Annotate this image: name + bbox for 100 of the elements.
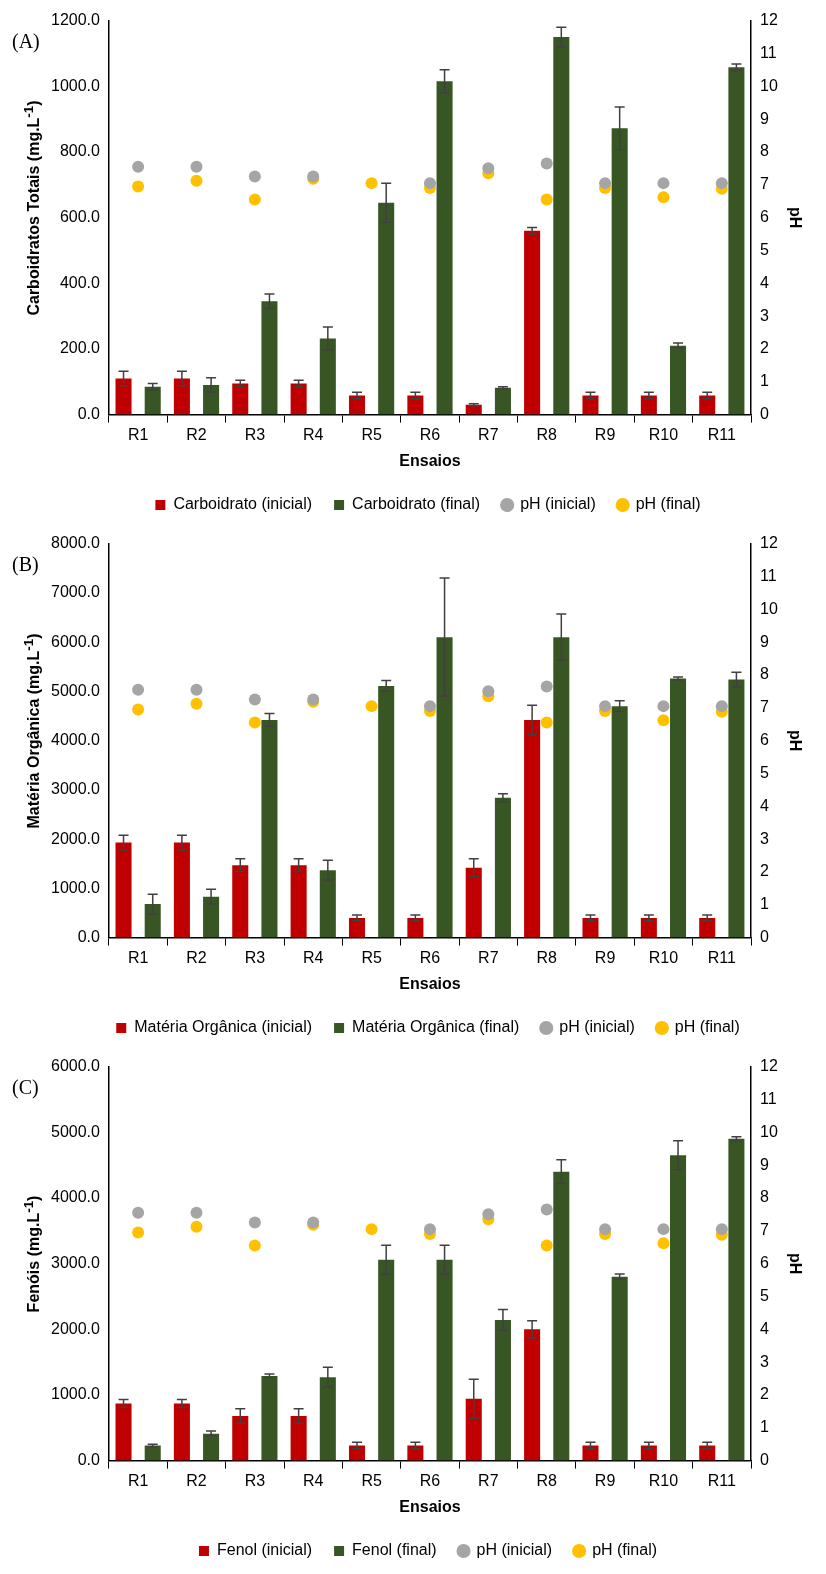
legend-label: Carboidrato (final) <box>352 495 481 513</box>
x-tick-label: R6 <box>419 948 441 966</box>
x-tick-label: R10 <box>648 1471 679 1489</box>
y2-axis-title: pH <box>786 1252 804 1275</box>
y-tick-label: 0.0 <box>77 405 101 423</box>
legend-label: Fenol (inicial) <box>216 1541 313 1559</box>
x-tick-label: R10 <box>648 948 679 966</box>
x-tick-label: R7 <box>478 425 499 443</box>
legend-label: Matéria Orgânica (final) <box>352 1018 520 1036</box>
x-tick-label: R11 <box>707 425 736 443</box>
x-tick-label: R5 <box>361 948 382 966</box>
y-tick-label: 3000.0 <box>51 1254 101 1272</box>
y-tick-label: 2000.0 <box>51 829 101 847</box>
y2-tick-label: 9 <box>760 109 769 127</box>
y2-tick-label: 4 <box>760 796 769 814</box>
y2-tick-label: 6 <box>760 208 769 226</box>
x-tick-label: R1 <box>127 1471 149 1489</box>
y2-tick-label: 6 <box>760 1254 769 1272</box>
y2-tick-label: 7 <box>760 175 769 193</box>
y2-tick-label: 1 <box>760 372 769 390</box>
y2-tick-label: 12 <box>760 1057 778 1075</box>
x-tick-label: R3 <box>244 1471 266 1489</box>
x-tick-label: R2 <box>186 425 207 443</box>
y-tick-label: 5000.0 <box>51 681 101 699</box>
legend-label: Fenol (final) <box>352 1541 437 1559</box>
y2-tick-label: 0 <box>760 1451 769 1469</box>
y2-tick-label: 1 <box>760 1418 769 1436</box>
y-tick-label: 2000.0 <box>51 1319 101 1337</box>
x-tick-label: R1 <box>127 948 149 966</box>
y2-tick-label: 10 <box>760 599 778 617</box>
x-tick-label: R4 <box>303 948 324 966</box>
x-tick-label: R9 <box>594 1471 616 1489</box>
x-axis-title: Ensaios <box>399 974 461 992</box>
x-tick-label: R8 <box>536 1471 558 1489</box>
y-tick-label: 5000.0 <box>51 1122 101 1140</box>
y2-tick-label: 7 <box>760 1221 769 1239</box>
y2-tick-label: 1 <box>760 895 769 913</box>
y2-tick-label: 7 <box>760 698 769 716</box>
legend-label: pH (final) <box>674 1018 740 1036</box>
y2-tick-label: 11 <box>760 43 777 61</box>
x-tick-label: R7 <box>478 1471 499 1489</box>
x-tick-label: R1 <box>127 425 149 443</box>
y-tick-label: 0.0 <box>77 1451 101 1469</box>
legend-label: pH (inicial) <box>520 495 596 513</box>
x-tick-label: R3 <box>244 948 266 966</box>
y2-tick-label: 5 <box>760 763 769 781</box>
y-tick-label: 6000.0 <box>51 632 101 650</box>
y2-tick-label: 2 <box>760 1385 769 1403</box>
legend-label: Matéria Orgânica (inicial) <box>134 1018 313 1036</box>
y2-tick-label: 5 <box>760 240 769 258</box>
y2-tick-label: 9 <box>760 1155 769 1173</box>
y2-tick-label: 12 <box>760 11 778 29</box>
x-tick-label: R3 <box>244 425 266 443</box>
x-axis-title: Ensaios <box>399 1497 461 1515</box>
y-tick-label: 1200.0 <box>51 11 101 29</box>
y-tick-label: 1000.0 <box>51 1385 101 1403</box>
x-tick-label: R2 <box>186 1471 207 1489</box>
x-tick-label: R6 <box>419 425 441 443</box>
y2-tick-label: 8 <box>760 665 769 683</box>
x-tick-label: R10 <box>648 425 679 443</box>
y2-tick-label: 6 <box>760 731 769 749</box>
x-tick-label: R5 <box>361 425 382 443</box>
y2-tick-label: 2 <box>760 862 769 880</box>
x-tick-label: R11 <box>707 948 736 966</box>
y2-tick-label: 10 <box>760 76 778 94</box>
x-tick-label: R4 <box>303 1471 324 1489</box>
y-tick-label: 6000.0 <box>51 1057 101 1075</box>
text: (B) <box>12 553 39 576</box>
x-tick-label: R5 <box>361 1471 382 1489</box>
legend-label: pH (final) <box>592 1541 658 1559</box>
y2-tick-label: 4 <box>760 273 769 291</box>
y2-tick-label: 3 <box>760 306 769 324</box>
x-tick-label: R8 <box>536 425 558 443</box>
x-tick-label: R9 <box>594 948 616 966</box>
y2-tick-label: 4 <box>760 1319 769 1337</box>
y-tick-label: 600.0 <box>59 208 101 226</box>
y2-tick-label: 2 <box>760 339 769 357</box>
x-tick-label: R7 <box>478 948 499 966</box>
text: (A) <box>12 30 40 53</box>
y2-tick-label: 8 <box>760 142 769 160</box>
x-tick-label: R9 <box>594 425 616 443</box>
x-tick-label: R2 <box>186 948 207 966</box>
x-tick-label: R8 <box>536 948 558 966</box>
y2-axis-title: pH <box>786 206 804 229</box>
legend-label: pH (inicial) <box>476 1541 553 1559</box>
y-tick-label: 1000.0 <box>51 76 101 94</box>
y2-tick-label: 0 <box>760 928 769 946</box>
x-tick-label: R11 <box>707 1471 736 1489</box>
y2-tick-label: 3 <box>760 829 769 847</box>
x-tick-label: R6 <box>419 1471 441 1489</box>
legend-label: pH (inicial) <box>559 1018 635 1036</box>
y2-tick-label: 9 <box>760 632 769 650</box>
text: (C) <box>12 1076 39 1099</box>
y2-tick-label: 10 <box>760 1122 778 1140</box>
y-tick-label: 7000.0 <box>51 583 101 601</box>
y-tick-label: 4000.0 <box>51 1188 101 1206</box>
y-tick-label: 3000.0 <box>51 780 101 798</box>
y-tick-label: 200.0 <box>59 339 101 357</box>
y2-tick-label: 0 <box>760 405 769 423</box>
x-axis-title: Ensaios <box>399 451 461 469</box>
